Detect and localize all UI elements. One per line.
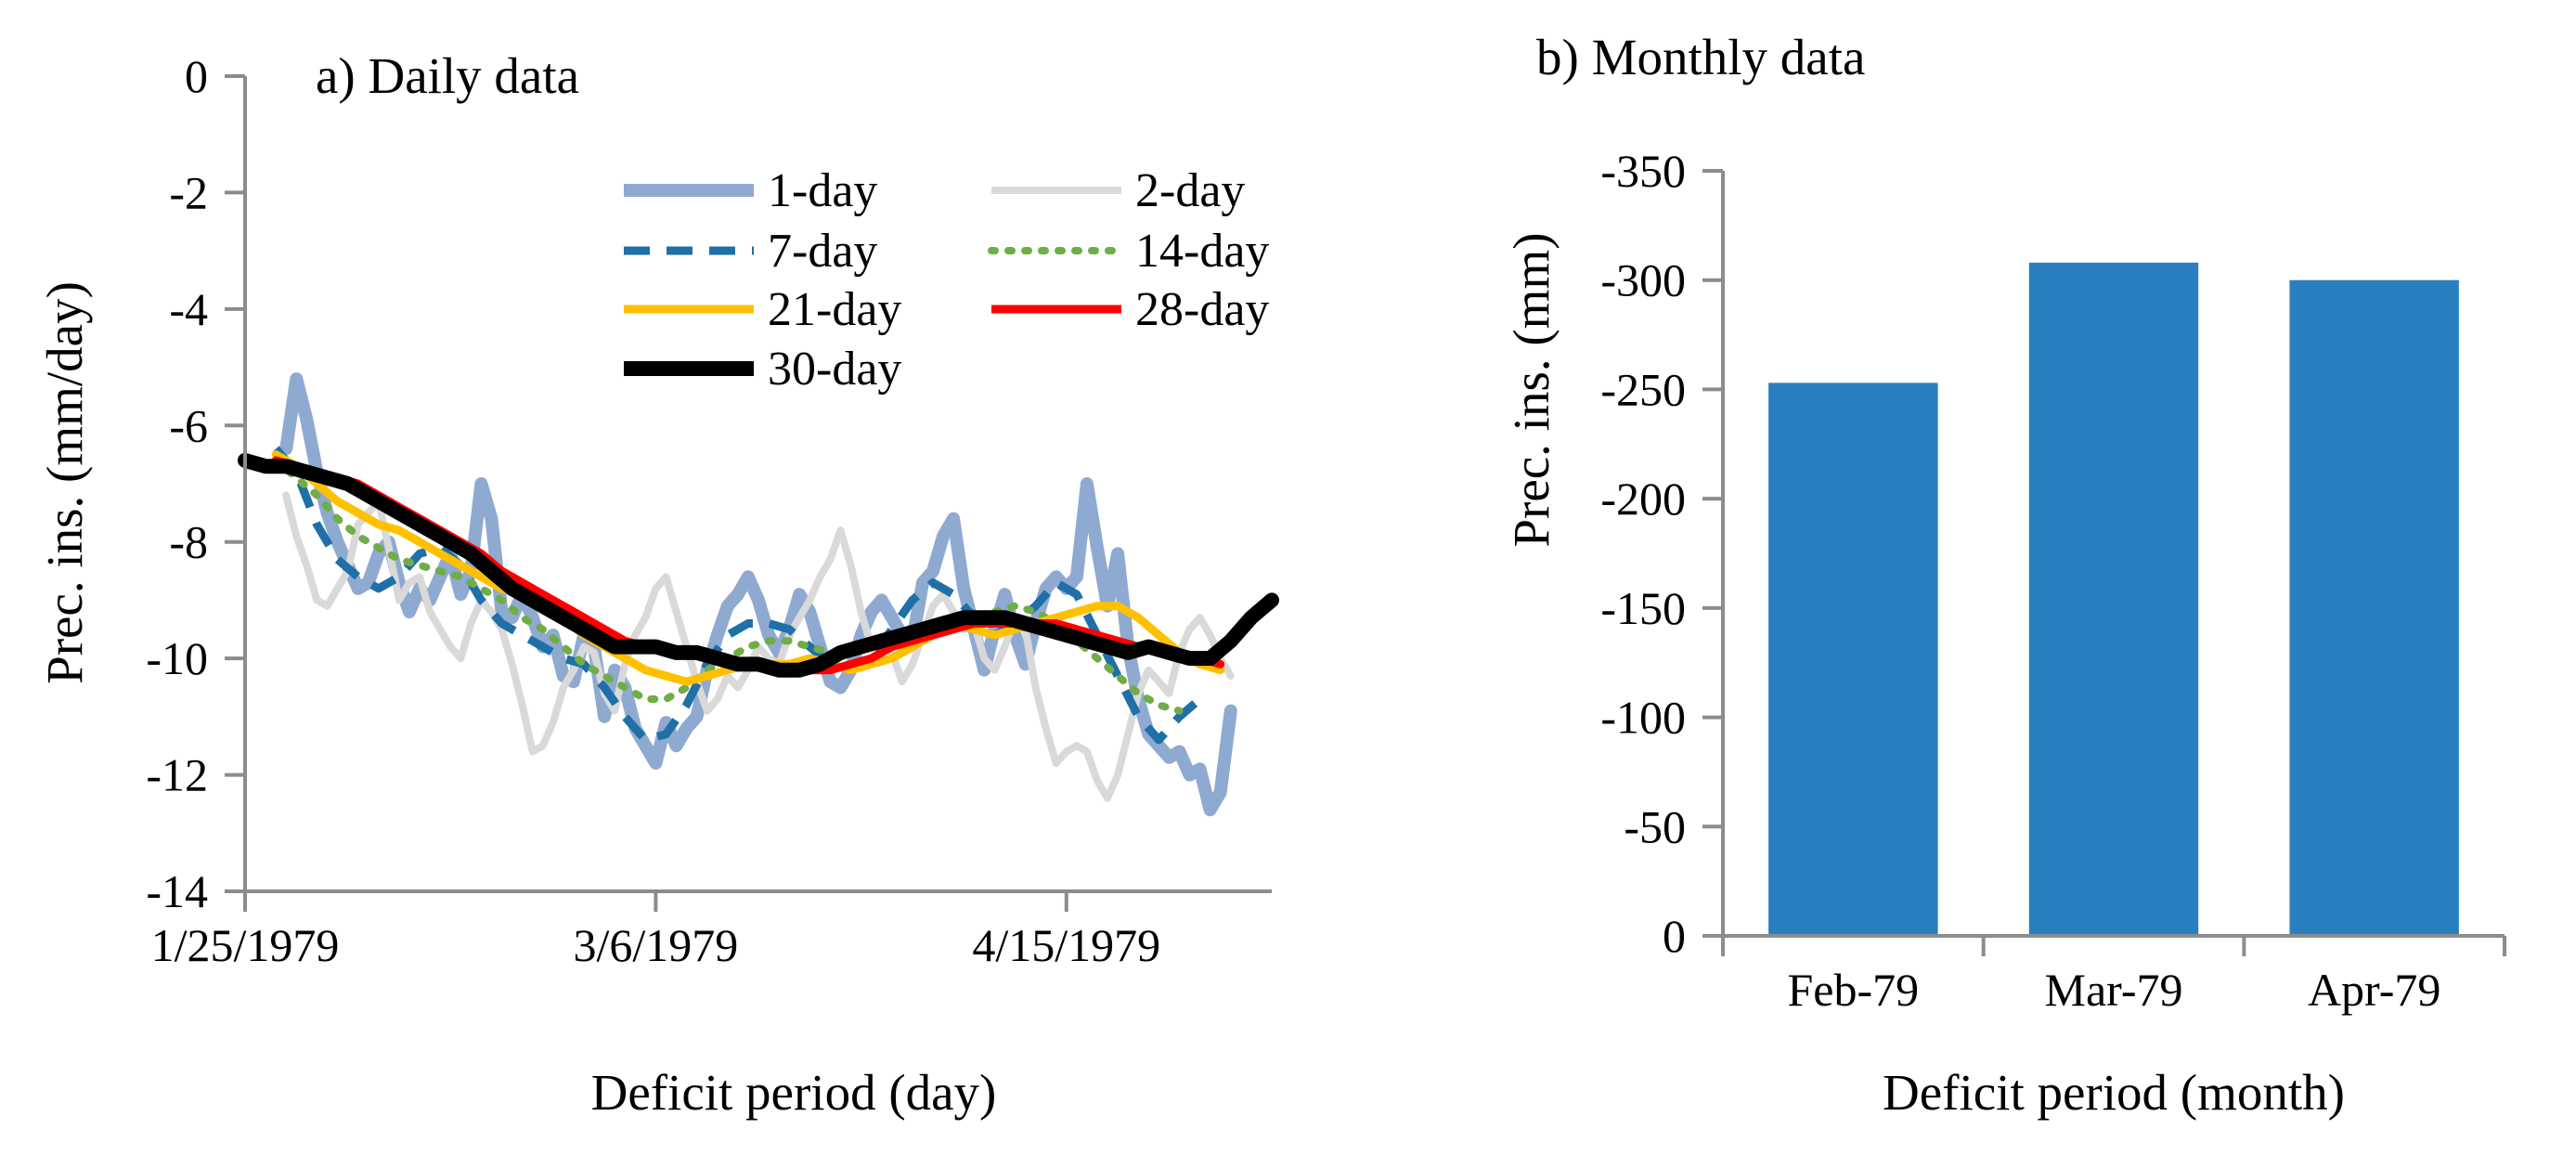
daily-x-tick-label: 3/6/1979 [574,919,739,971]
daily-y-tick-label: -6 [169,399,208,451]
monthly-y-tick-label: -150 [1600,582,1686,634]
daily-y-tick-label: -4 [169,283,208,335]
series-line-30-day [238,452,1279,678]
daily-y-tick-label: -10 [146,632,208,684]
monthly-y-tick-label: -50 [1624,800,1686,852]
daily-y-tick-label: -2 [169,166,208,218]
monthly-x-tick-label: Apr-79 [2308,964,2440,1016]
monthly-y-tick-label: -200 [1600,473,1686,525]
monthly-y-tick-label: 0 [1663,910,1686,962]
legend-label-14-day: 14-day [1135,225,1269,278]
series-line-7-day [272,446,1203,745]
daily-y-tick-label: -8 [169,516,208,568]
monthly-chart-title: b) Monthly data [1536,29,1865,85]
legend-label-21-day: 21-day [768,283,901,336]
monthly-y-tick-label: -300 [1600,254,1686,306]
daily-x-tick-label: 4/15/1979 [972,919,1160,971]
monthly-y-tick-label: -250 [1600,363,1686,415]
legend-label-30-day: 30-day [768,343,901,396]
daily-y-tick-label: -12 [146,749,208,801]
bar-Feb-79 [1768,383,1938,936]
daily-chart: a) Daily data 0 -2 -4 -6 -8 -10 -12 -14 1/25/19… [36,47,1279,1121]
bar-Apr-79 [2289,279,2459,936]
monthly-y-tick-label: -350 [1600,145,1686,197]
daily-y-tick-label: 0 [185,50,208,102]
legend-label-28-day: 28-day [1135,283,1269,336]
daily-legend: 1-day 2-day 7-day 14-day 21-day 28-day 30-day [624,164,1269,396]
daily-x-tick-label: 1/25/1979 [151,919,340,971]
legend-label-1-day: 1-day [768,164,877,217]
monthly-x-tick-label: Mar-79 [2045,964,2183,1016]
daily-y-axis-label: Prec. ins. (mm/day) [36,281,93,684]
monthly-x-tick-label: Feb-79 [1788,964,1920,1016]
bar-Mar-79 [2028,262,2199,936]
daily-x-axis-label: Deficit period (day) [591,1064,997,1121]
legend-label-7-day: 7-day [768,225,877,278]
daily-y-tick-label: -14 [146,865,208,917]
monthly-chart: b) Monthly data 0 -50 -100 -150 -200 -250 -300… [1503,29,2506,1121]
monthly-y-axis-label: Prec. ins. (mm) [1503,232,1560,547]
monthly-y-tick-label: -100 [1600,692,1686,744]
monthly-x-axis-label: Deficit period (month) [1883,1064,2345,1121]
daily-chart-title: a) Daily data [316,47,579,104]
legend-label-2-day: 2-day [1135,164,1245,217]
